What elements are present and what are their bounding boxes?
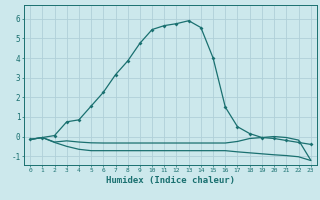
X-axis label: Humidex (Indice chaleur): Humidex (Indice chaleur)	[106, 176, 235, 185]
